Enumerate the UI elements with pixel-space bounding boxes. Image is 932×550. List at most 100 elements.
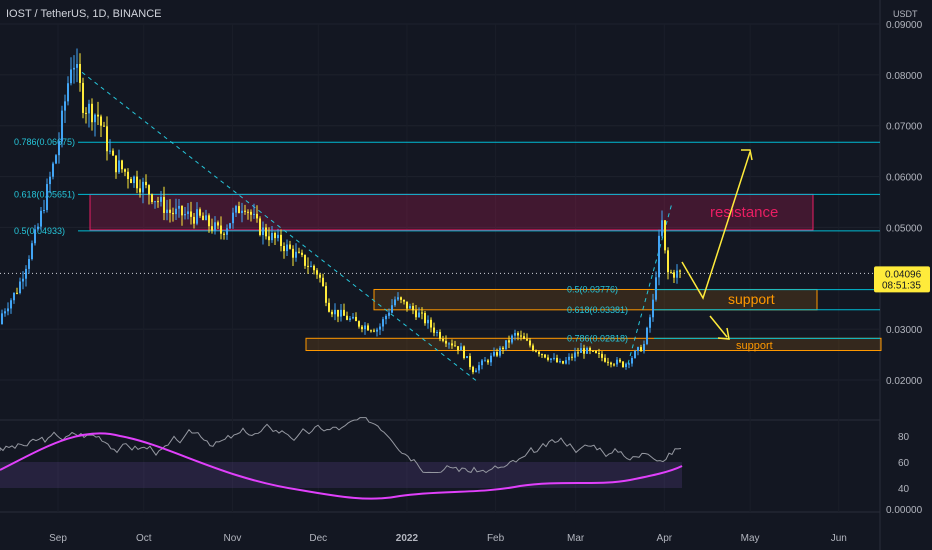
candle-body bbox=[352, 316, 354, 319]
osc-tick-label: 40 bbox=[898, 484, 910, 495]
candle-body bbox=[136, 176, 138, 189]
fib-label: 0.5(0.03776) bbox=[567, 285, 618, 295]
price-tick-label: 0.05000 bbox=[886, 223, 923, 234]
candle-body bbox=[184, 214, 186, 216]
zone-label-support: support bbox=[728, 291, 775, 307]
time-tick-label: Mar bbox=[567, 533, 585, 544]
candle-body bbox=[106, 126, 108, 152]
candle-body bbox=[61, 110, 63, 142]
osc-band bbox=[0, 462, 682, 488]
candle-body bbox=[667, 250, 669, 273]
candle-body bbox=[601, 353, 603, 358]
candle-body bbox=[196, 209, 198, 224]
candle-body bbox=[583, 348, 585, 354]
last-price-label: 0.04096 bbox=[885, 269, 922, 280]
annotations: resistance support support bbox=[681, 149, 778, 352]
candle-body bbox=[241, 210, 243, 214]
candle-body bbox=[187, 211, 189, 215]
chart-title: IOST / TetherUS, 1D, BINANCE bbox=[6, 8, 161, 20]
candle-body bbox=[235, 206, 237, 213]
candle-body bbox=[175, 208, 177, 215]
candle-body bbox=[70, 69, 72, 84]
candle-body bbox=[553, 357, 555, 359]
projection-arrow-up bbox=[681, 151, 751, 300]
candle-body bbox=[202, 215, 204, 221]
candle-body bbox=[673, 272, 675, 278]
candle-body bbox=[517, 333, 519, 336]
candle-body bbox=[547, 357, 549, 360]
candle-body bbox=[124, 169, 126, 172]
candle-body bbox=[541, 354, 543, 356]
candle-body bbox=[205, 215, 207, 221]
candle-body bbox=[4, 311, 6, 314]
candle-body bbox=[64, 101, 66, 111]
candle-body bbox=[568, 356, 570, 361]
candle-body bbox=[259, 218, 261, 235]
candle-body bbox=[217, 222, 219, 226]
candle-body bbox=[103, 125, 105, 127]
candle-body bbox=[556, 357, 558, 363]
oscillator-pane bbox=[0, 417, 683, 500]
candle-body bbox=[472, 366, 474, 373]
fib-label: 0.618(0.03381) bbox=[567, 305, 628, 315]
zone-label-resistance: resistance bbox=[710, 204, 778, 221]
candle-body bbox=[658, 235, 660, 278]
price-tick-label: 0.02000 bbox=[886, 376, 923, 387]
candle-body bbox=[295, 251, 297, 258]
candle-body bbox=[406, 301, 408, 309]
candle-body bbox=[376, 329, 378, 332]
candle-body bbox=[424, 312, 426, 324]
candle-body bbox=[355, 316, 357, 322]
zones bbox=[89, 193, 882, 352]
candle-body bbox=[538, 351, 540, 355]
candle-body bbox=[178, 205, 180, 209]
price-tick-label: 0.03000 bbox=[886, 325, 923, 336]
candle-body bbox=[247, 211, 249, 213]
candle-body bbox=[508, 340, 510, 343]
candle-body bbox=[148, 185, 150, 195]
time-tick-label: Nov bbox=[224, 533, 242, 544]
candle-body bbox=[652, 299, 654, 318]
candle-body bbox=[565, 360, 567, 364]
candle-body bbox=[16, 292, 18, 294]
time-tick-label: Feb bbox=[487, 533, 505, 544]
time-tick-label: May bbox=[741, 533, 760, 544]
candle-body bbox=[448, 343, 450, 345]
price-tick-label: 0.07000 bbox=[886, 122, 923, 133]
candle-body bbox=[640, 347, 642, 352]
arrowhead bbox=[741, 149, 753, 161]
candle-body bbox=[55, 155, 57, 164]
candle-body bbox=[544, 354, 546, 358]
candle-body bbox=[670, 272, 672, 274]
candle-body bbox=[211, 226, 213, 231]
price-tick-label: 0.08000 bbox=[886, 71, 923, 82]
candle-body bbox=[454, 345, 456, 347]
candle-body bbox=[43, 209, 45, 211]
candle-body bbox=[415, 310, 417, 318]
time-tick-label: Apr bbox=[657, 533, 673, 544]
candle-body bbox=[331, 311, 333, 315]
candle-body bbox=[256, 213, 258, 219]
candle-body bbox=[220, 225, 222, 234]
candle-body bbox=[655, 277, 657, 300]
candle-body bbox=[439, 332, 441, 339]
candle-body bbox=[496, 352, 498, 356]
price-tick-label: 0.09000 bbox=[886, 20, 923, 31]
candle-body bbox=[286, 244, 288, 252]
candle-body bbox=[328, 302, 330, 312]
candle-body bbox=[574, 352, 576, 358]
candle-body bbox=[142, 181, 144, 193]
candle-body bbox=[112, 150, 114, 156]
candle-body bbox=[40, 210, 42, 227]
candle-body bbox=[676, 270, 678, 278]
candle-body bbox=[631, 357, 633, 364]
candle-body bbox=[400, 297, 402, 300]
candle-body bbox=[451, 343, 453, 346]
candle-body bbox=[304, 254, 306, 266]
candle-body bbox=[154, 201, 156, 203]
candle-body bbox=[382, 319, 384, 327]
candle-body bbox=[526, 339, 528, 341]
